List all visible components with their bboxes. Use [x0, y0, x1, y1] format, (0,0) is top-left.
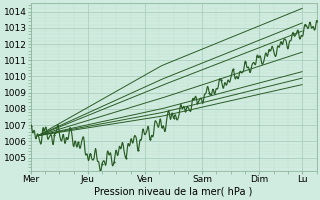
X-axis label: Pression niveau de la mer( hPa ): Pression niveau de la mer( hPa ) — [94, 187, 253, 197]
